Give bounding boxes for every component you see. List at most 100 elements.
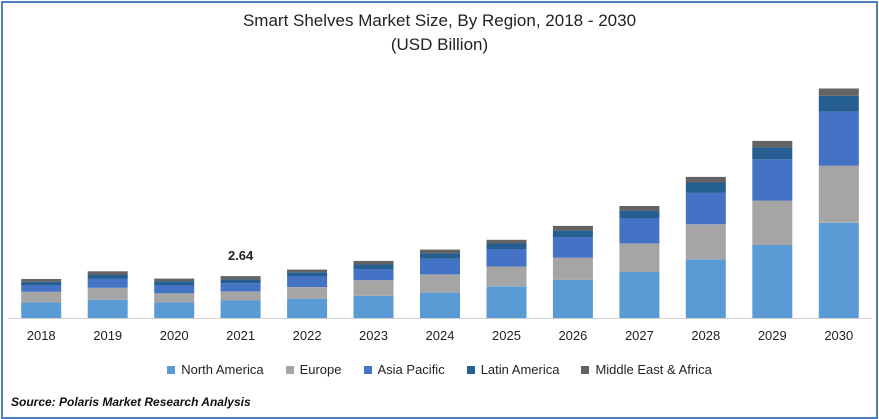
bar-segment-north-america-2020: [154, 302, 195, 318]
bar-segment-middle-east-africa-2018: [21, 279, 62, 282]
bar-segment-asia-pacific-2029: [752, 159, 793, 201]
bar-segment-middle-east-africa-2023: [353, 260, 394, 265]
chart-subtitle: (USD Billion): [390, 35, 489, 54]
legend-swatch: [285, 365, 294, 374]
bar-segment-asia-pacific-2025: [486, 249, 527, 267]
bar-segment-middle-east-africa-2030: [818, 88, 859, 96]
bar-segment-asia-pacific-2023: [353, 269, 394, 281]
chart-legend: North America Europe Asia Pacific Latin Ame…: [0, 362, 879, 377]
bar-segment-europe-2021: [220, 291, 261, 301]
legend-swatch: [167, 365, 176, 374]
bar-segment-north-america-2029: [752, 245, 793, 318]
legend-label: Latin America: [480, 362, 560, 377]
x-tick-label-2021: 2021: [226, 328, 255, 343]
bar-segment-north-america-2024: [420, 292, 460, 318]
x-tick-label-2027: 2027: [625, 328, 654, 343]
bar-segment-middle-east-africa-2022: [287, 269, 328, 273]
x-tick-label-2030: 2030: [824, 328, 853, 343]
bar-segment-europe-2028: [685, 224, 726, 260]
bar-segment-asia-pacific-2020: [154, 285, 195, 294]
bar-segment-latin-america-2018: [21, 281, 62, 286]
bar-segment-latin-america-2021: [220, 279, 261, 284]
bar-segment-middle-east-africa-2028: [685, 176, 726, 183]
bar-segment-latin-america-2028: [685, 182, 726, 193]
bar-segment-europe-2019: [87, 287, 128, 300]
bar-segment-europe-2027: [619, 243, 660, 272]
x-tick-label-2025: 2025: [492, 328, 521, 343]
chart-title: Smart Shelves Market Size, By Region, 20…: [242, 11, 637, 30]
bar-segment-north-america-2028: [685, 259, 726, 318]
bar-segment-north-america-2019: [87, 299, 128, 318]
bar-segment-europe-2018: [21, 291, 62, 303]
bar-segment-europe-2024: [420, 274, 460, 293]
bar-segment-asia-pacific-2019: [87, 278, 128, 288]
bar-segment-latin-america-2030: [818, 95, 859, 112]
bar-segment-latin-america-2023: [353, 264, 394, 270]
legend-swatch: [581, 365, 590, 374]
bar-segment-latin-america-2026: [552, 230, 593, 238]
bar-segment-north-america-2025: [486, 286, 527, 318]
bar-segment-latin-america-2019: [87, 275, 128, 279]
bar-segment-latin-america-2025: [486, 243, 527, 249]
bar-segment-europe-2030: [818, 165, 859, 223]
bar-segment-asia-pacific-2027: [619, 218, 660, 244]
bar-segment-asia-pacific-2021: [220, 283, 261, 292]
bar-segment-middle-east-africa-2027: [619, 206, 660, 211]
bar-segment-middle-east-africa-2020: [154, 278, 195, 282]
bar-segment-europe-2023: [353, 280, 394, 296]
legend-item-north-america: North America: [167, 362, 264, 377]
bar-segment-asia-pacific-2024: [420, 258, 460, 275]
legend-item-latin-america: Latin America: [466, 362, 560, 377]
bar-segment-europe-2020: [154, 293, 195, 303]
x-tick-label-2023: 2023: [359, 328, 388, 343]
x-tick-label-2024: 2024: [426, 328, 455, 343]
x-tick-label-2018: 2018: [27, 328, 56, 343]
bar-segment-europe-2022: [287, 287, 328, 299]
bar-segment-middle-east-africa-2024: [420, 249, 460, 254]
bar-segment-asia-pacific-2030: [818, 111, 859, 166]
legend-item-asia-pacific: Asia Pacific: [363, 362, 445, 377]
data-label-2021: 2.64: [228, 248, 254, 263]
x-tick-label-2020: 2020: [160, 328, 189, 343]
bar-segment-north-america-2023: [353, 295, 394, 318]
bar-segment-latin-america-2027: [619, 210, 660, 219]
legend-item-middle-east-africa: Middle East & Africa: [581, 362, 712, 377]
legend-label: North America: [181, 362, 264, 377]
bar-segment-middle-east-africa-2021: [220, 276, 261, 280]
source-note: Source: Polaris Market Research Analysis: [11, 395, 251, 409]
bar-segment-asia-pacific-2026: [552, 237, 593, 258]
x-tick-label-2022: 2022: [293, 328, 322, 343]
bar-segment-north-america-2018: [21, 302, 62, 318]
bar-segment-europe-2029: [752, 200, 793, 245]
bar-segment-europe-2026: [552, 257, 593, 280]
bar-segment-north-america-2021: [220, 300, 261, 318]
bar-segment-middle-east-africa-2025: [486, 239, 527, 244]
x-tick-label-2028: 2028: [691, 328, 720, 343]
legend-swatch: [466, 365, 475, 374]
bar-segment-north-america-2026: [552, 279, 593, 318]
bar-segment-latin-america-2029: [752, 147, 793, 160]
legend-label: Europe: [299, 362, 342, 377]
bar-segment-asia-pacific-2022: [287, 275, 328, 287]
x-tick-label-2026: 2026: [558, 328, 587, 343]
legend-label: Asia Pacific: [377, 362, 445, 377]
bar-segment-middle-east-africa-2019: [87, 271, 128, 275]
bar-segment-middle-east-africa-2029: [752, 140, 793, 148]
x-tick-label-2019: 2019: [93, 328, 122, 343]
legend-item-europe: Europe: [285, 362, 342, 377]
bar-segment-asia-pacific-2018: [21, 285, 62, 292]
bar-segment-middle-east-africa-2026: [552, 225, 593, 231]
bar-segment-latin-america-2020: [154, 281, 195, 285]
legend-swatch: [363, 365, 372, 374]
bar-segment-latin-america-2022: [287, 272, 328, 276]
legend-label: Middle East & Africa: [595, 362, 712, 377]
bar-segment-latin-america-2024: [420, 253, 460, 259]
x-tick-label-2029: 2029: [758, 328, 787, 343]
bar-segment-north-america-2030: [818, 222, 859, 318]
bar-segment-north-america-2027: [619, 272, 660, 318]
bar-segment-north-america-2022: [287, 299, 328, 318]
bar-segment-europe-2025: [486, 266, 527, 287]
bar-segment-asia-pacific-2028: [685, 192, 726, 225]
